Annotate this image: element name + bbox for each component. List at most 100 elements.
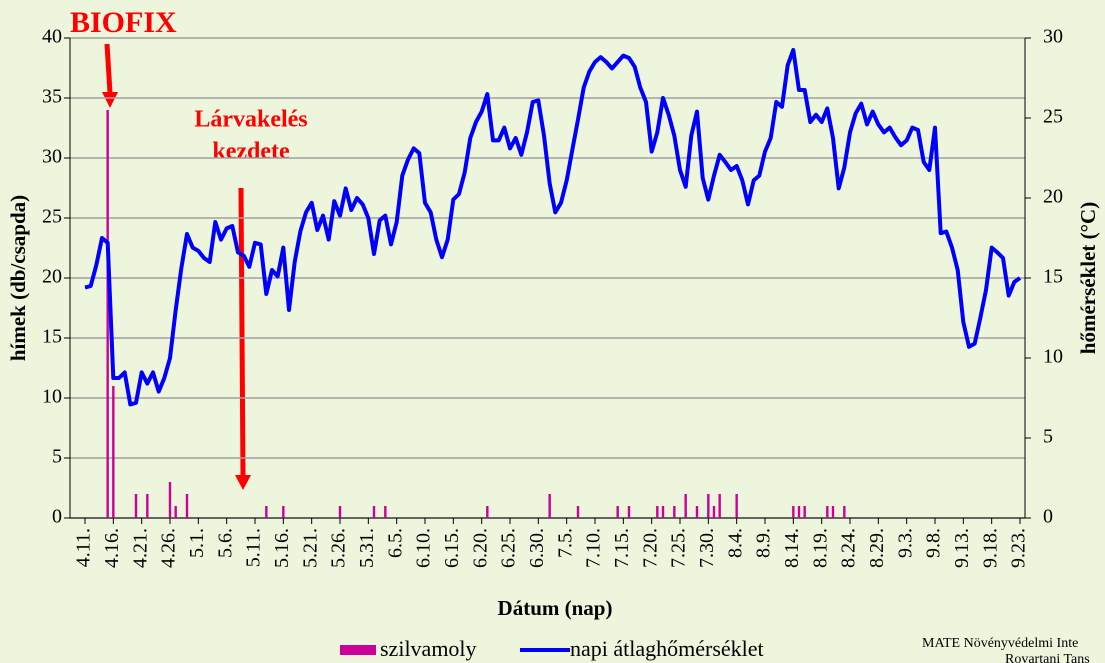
x-tick-label: 8.29. (866, 528, 888, 568)
bar (831, 506, 835, 518)
x-tick-label: 6.10. (413, 528, 435, 568)
x-tick-label: 9.13. (951, 528, 973, 568)
y-tick-label: 10 (42, 386, 62, 408)
x-tick-label: 6.15. (441, 528, 463, 568)
x-tick-label: 7.25. (668, 528, 690, 568)
y-tick-label: 40 (42, 26, 62, 48)
y2-axis-label: hőmérséklet (°C) (1076, 202, 1100, 354)
x-tick-label: 8.24. (838, 528, 860, 568)
y2-tick-label: 0 (1043, 506, 1053, 528)
x-tick-label: 5.26. (328, 528, 350, 568)
bar (718, 494, 721, 518)
bar (372, 506, 376, 518)
bar (712, 506, 716, 518)
x-tick-label: 8.14. (781, 528, 803, 568)
bar (486, 506, 489, 518)
x-tick-label: 8.19. (809, 528, 831, 568)
y-tick-label: 0 (52, 506, 62, 528)
x-tick-label: 9.23. (1008, 528, 1030, 568)
y-tick-label: 35 (42, 86, 62, 108)
bar (797, 506, 801, 518)
bar (265, 506, 268, 518)
credit: MATE Növényvédelmi Inte (922, 636, 1078, 651)
x-tick-label: 6.30. (526, 528, 548, 568)
bar (656, 506, 659, 518)
bar (338, 506, 342, 518)
x-tick-label: 4.26. (158, 528, 180, 568)
bar (803, 506, 806, 518)
x-tick-label: 5.21. (299, 528, 321, 568)
y2-tick-label: 25 (1043, 106, 1063, 128)
x-tick-label: 7.30. (696, 528, 718, 568)
bar (576, 506, 580, 518)
line (84, 48, 1022, 407)
x-tick-label: 6.20. (469, 528, 491, 568)
bar (661, 506, 665, 518)
bar (673, 506, 676, 518)
bar (843, 506, 846, 518)
bar (616, 506, 619, 518)
x-tick-label: 8.9. (753, 528, 775, 558)
x-tick-label: 9.3. (894, 528, 916, 558)
y-axis-label: hímek (db/csapda) (6, 195, 30, 361)
bar (384, 506, 387, 518)
x-tick-label: 5.11. (243, 528, 265, 567)
x-tick-label: 7.15. (611, 528, 633, 568)
x-axis-label: Dátum (nap) (498, 596, 613, 620)
y2-tick-label: 15 (1043, 266, 1063, 288)
bar (174, 506, 177, 518)
y-tick-label: 30 (42, 146, 62, 168)
bar (695, 506, 699, 518)
bar (168, 482, 172, 518)
annotation: BIOFIX (70, 6, 177, 39)
x-tick-label: 6.25. (498, 528, 520, 568)
x-tick-label: 4.21. (129, 528, 151, 568)
x-tick-label: 8.4. (724, 528, 746, 558)
bar (735, 494, 738, 518)
bar (134, 494, 138, 518)
bar (146, 494, 149, 518)
legend-swatch (340, 645, 376, 655)
x-tick-label: 4.11. (73, 528, 95, 567)
credit: Rovartani Tans (1005, 652, 1090, 663)
legend-item: szilvamoly (340, 636, 477, 661)
bar (792, 506, 795, 518)
bar (548, 494, 551, 518)
x-tick-label: 4.16. (101, 528, 123, 568)
x-tick-label: 5.31. (356, 528, 378, 568)
y2-tick-label: 10 (1043, 346, 1063, 368)
bar (185, 494, 189, 518)
legend-item: napi átlaghőmérséklet (520, 636, 764, 661)
bar (282, 506, 285, 518)
y2-tick-label: 5 (1043, 426, 1053, 448)
x-tick-label: 6.5. (384, 528, 406, 558)
x-tick-label: 9.18. (979, 528, 1001, 568)
x-tick-label: 7.10. (583, 528, 605, 568)
bar (627, 506, 631, 518)
arrow (235, 187, 251, 490)
x-tick-label: 7.5. (554, 528, 576, 558)
bar (707, 494, 710, 518)
x-tick-label: 5.1. (186, 528, 208, 558)
bar (826, 506, 829, 518)
y-tick-label: 20 (42, 266, 62, 288)
x-tick-label: 5.6. (214, 528, 236, 558)
x-tick-label: 7.20. (639, 528, 661, 568)
annotation: Lárvakelés (194, 107, 307, 133)
x-tick-label: 5.16. (271, 528, 293, 568)
bar (684, 494, 687, 518)
x-tick-label: 9.8. (923, 528, 945, 558)
legend-label: szilvamoly (380, 636, 477, 661)
y-tick-label: 5 (52, 446, 62, 468)
legend-label: napi átlaghőmérséklet (570, 636, 764, 661)
y2-tick-label: 20 (1043, 186, 1063, 208)
bar (112, 386, 115, 518)
y-tick-label: 25 (42, 206, 62, 228)
y2-tick-label: 30 (1043, 26, 1063, 48)
y-tick-label: 15 (42, 326, 62, 348)
bar (106, 110, 109, 518)
annotation: kezdete (212, 139, 290, 165)
arrow (102, 43, 118, 108)
